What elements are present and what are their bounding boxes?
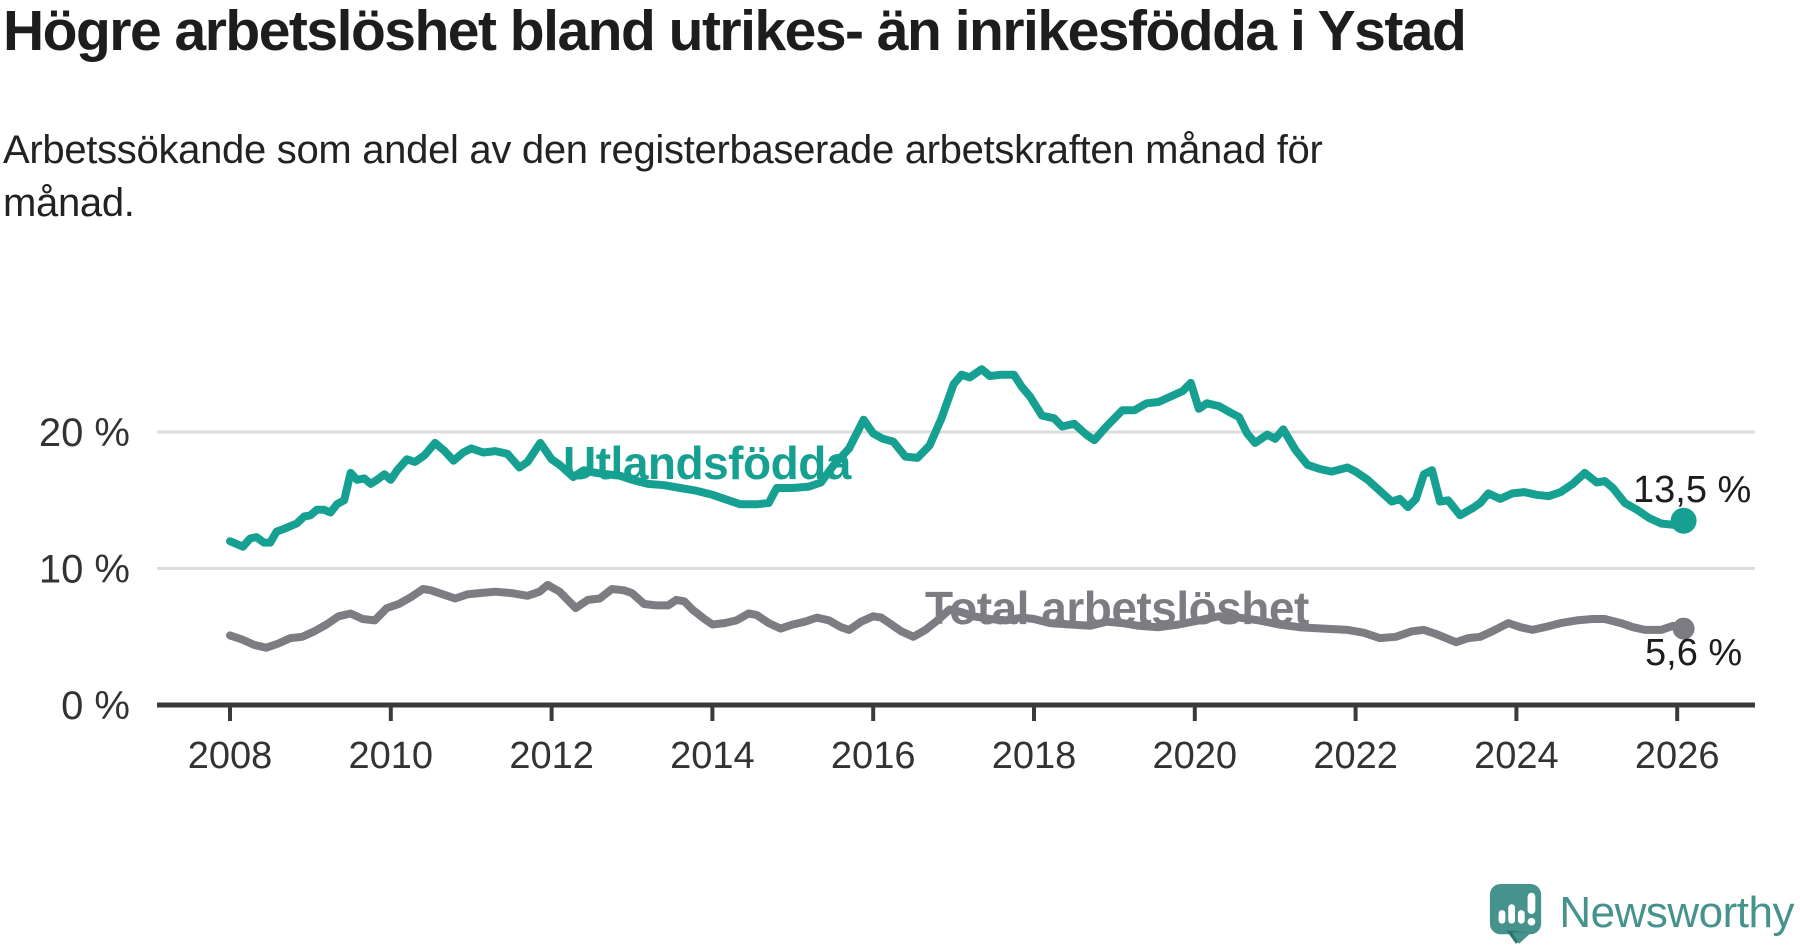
x-tick-label-2026: 2026 <box>1635 735 1720 777</box>
series-line-total-arbetsloshet <box>226 580 1688 652</box>
y-tick-label-10: 10 % <box>39 548 130 592</box>
series-line-utlandsfodda <box>226 365 1688 551</box>
x-tick-label-2022: 2022 <box>1313 735 1398 777</box>
x-tick-label-2020: 2020 <box>1153 735 1238 777</box>
x-tick-label-2024: 2024 <box>1474 735 1559 777</box>
series-lines <box>226 365 1697 652</box>
series-end-dot-total-arbetsloshet <box>1672 617 1695 640</box>
x-tick-label-2016: 2016 <box>831 735 916 777</box>
end-value-label-utlandsfodda: 13,5 % <box>1633 469 1751 511</box>
x-tick-label-2018: 2018 <box>992 735 1077 777</box>
x-tick-label-2014: 2014 <box>670 735 755 777</box>
series-label-total-arbetsloshet: Total arbetslöshet <box>925 582 1309 634</box>
series-label-utlandsfodda: Utlandsfödda <box>563 437 852 489</box>
chart-title: Högre arbetslöshet bland utrikes- än inr… <box>3 0 1467 63</box>
end-value-label-total: 5,6 % <box>1645 632 1742 674</box>
newsworthy-branding: Newsworthy <box>1487 882 1794 944</box>
y-tick-label-0: 0 % <box>61 684 130 728</box>
newsworthy-wordmark: Newsworthy <box>1559 888 1794 937</box>
series-end-dot-utlandsfodda <box>1670 507 1697 534</box>
y-axis-tick-labels: 0 % 10 % 20 % <box>39 411 130 728</box>
gridlines <box>157 430 1755 570</box>
x-tick-label-2008: 2008 <box>188 735 273 777</box>
y-tick-label-20: 20 % <box>39 411 130 455</box>
x-tick-label-2010: 2010 <box>349 735 434 777</box>
x-tick-label-2012: 2012 <box>509 735 594 777</box>
newsworthy-speech-bubble-chart-icon <box>1490 884 1542 944</box>
x-axis-ticks <box>228 706 1680 721</box>
x-axis-tick-labels: 2008 2010 2012 2014 2016 2018 2020 2022 2024 2026 <box>188 735 1720 777</box>
chart-subtitle: Arbetssökande som andel av den registerb… <box>3 128 1323 225</box>
